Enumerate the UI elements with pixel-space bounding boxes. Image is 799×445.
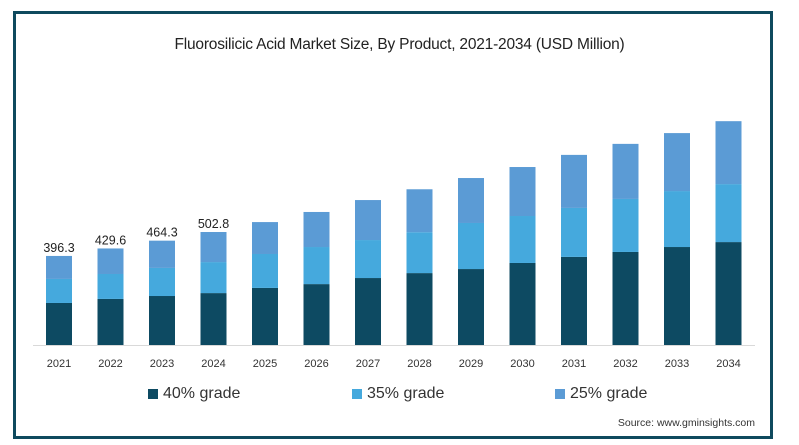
- chart-frame: [13, 11, 773, 439]
- x-tick-label: 2033: [665, 358, 689, 370]
- x-tick-label: 2028: [407, 358, 431, 370]
- x-tick-label: 2024: [201, 358, 225, 370]
- bar-segment-2022-25-grade: [97, 248, 124, 274]
- legend-item-35-grade: 35% grade: [352, 385, 444, 403]
- bar-segment-2032-40-grade: [612, 251, 639, 345]
- bar-segment-2033-35-grade: [664, 191, 690, 248]
- data-label: 464.3: [146, 226, 177, 240]
- x-tick-label: 2031: [562, 358, 586, 370]
- bar-segment-2026-35-grade: [303, 247, 330, 285]
- bar-segment-2024-35-grade: [200, 262, 227, 294]
- x-tick-label: 2025: [253, 358, 277, 370]
- bar-segment-2029-25-grade: [458, 178, 484, 223]
- bar-segment-2029-35-grade: [458, 222, 484, 270]
- x-tick-label: 2029: [459, 358, 483, 370]
- bar-segment-2034-25-grade: [715, 121, 742, 185]
- legend-label: 35% grade: [367, 385, 445, 402]
- bar-segment-2034-35-grade: [715, 184, 742, 243]
- x-tick-label: 2027: [356, 358, 380, 370]
- bar-segment-2027-25-grade: [355, 200, 381, 241]
- chart-title: Fluorosilicic Acid Market Size, By Produ…: [174, 36, 625, 53]
- legend-label: 25% grade: [570, 385, 648, 402]
- x-tick-label: 2032: [613, 358, 637, 370]
- data-label: 502.8: [198, 217, 229, 231]
- bar-segment-2026-25-grade: [303, 211, 330, 248]
- bar-segment-2028-40-grade: [406, 273, 433, 345]
- bar-segment-2021-25-grade: [46, 255, 72, 279]
- bar-segment-2025-40-grade: [252, 287, 278, 345]
- bar-segment-2021-40-grade: [46, 302, 72, 345]
- bar-segment-2032-35-grade: [612, 198, 639, 252]
- bar-segment-2028-35-grade: [406, 232, 433, 274]
- bar-segment-2029-40-grade: [458, 269, 484, 345]
- bar-segment-2023-40-grade: [149, 296, 175, 345]
- bar-segment-2025-25-grade: [252, 222, 278, 254]
- data-label: 429.6: [95, 233, 126, 247]
- legend-swatch-40-grade: [148, 389, 158, 399]
- bar-segment-2033-40-grade: [664, 247, 690, 345]
- legend-item-40-grade: 40% grade: [148, 385, 240, 403]
- bar-segment-2024-25-grade: [200, 232, 227, 263]
- legend-swatch-25-grade: [555, 389, 565, 399]
- bar-segment-2024-40-grade: [200, 293, 227, 345]
- legend-swatch-35-grade: [352, 389, 362, 399]
- bar-segment-2022-35-grade: [97, 273, 124, 299]
- bar-segment-2030-35-grade: [509, 216, 536, 263]
- bar-segment-2030-25-grade: [509, 167, 536, 217]
- legend: 40% grade 35% grade 25% grade: [0, 385, 799, 407]
- bar-segment-2021-35-grade: [46, 278, 72, 303]
- bar-segment-2031-40-grade: [561, 256, 587, 345]
- bar-segment-2031-35-grade: [561, 207, 587, 257]
- bar-segment-2023-25-grade: [149, 240, 175, 268]
- legend-label: 40% grade: [163, 385, 241, 402]
- x-tick-label: 2023: [150, 358, 174, 370]
- bar-segment-2023-35-grade: [149, 267, 175, 297]
- source-note: Source: www.gminsights.com: [617, 417, 755, 429]
- x-tick-label: 2034: [716, 358, 740, 370]
- bar-segment-2031-25-grade: [561, 154, 587, 208]
- bar-segment-2034-40-grade: [715, 242, 742, 345]
- x-tick-label: 2026: [304, 358, 328, 370]
- data-label: 396.3: [43, 241, 74, 255]
- bar-segment-2030-40-grade: [509, 262, 536, 345]
- bar-segment-2032-25-grade: [612, 143, 639, 199]
- x-tick-label: 2030: [510, 358, 534, 370]
- bar-segment-2025-35-grade: [252, 253, 278, 288]
- x-tick-label: 2021: [47, 358, 71, 370]
- bar-segment-2027-40-grade: [355, 278, 381, 345]
- legend-item-25-grade: 25% grade: [555, 385, 647, 403]
- bar-segment-2033-25-grade: [664, 133, 690, 192]
- x-tick-label: 2022: [98, 358, 122, 370]
- bar-segment-2022-40-grade: [97, 298, 124, 345]
- bar-segment-2026-40-grade: [303, 284, 330, 345]
- bar-segment-2028-25-grade: [406, 189, 433, 233]
- bar-segment-2027-35-grade: [355, 240, 381, 279]
